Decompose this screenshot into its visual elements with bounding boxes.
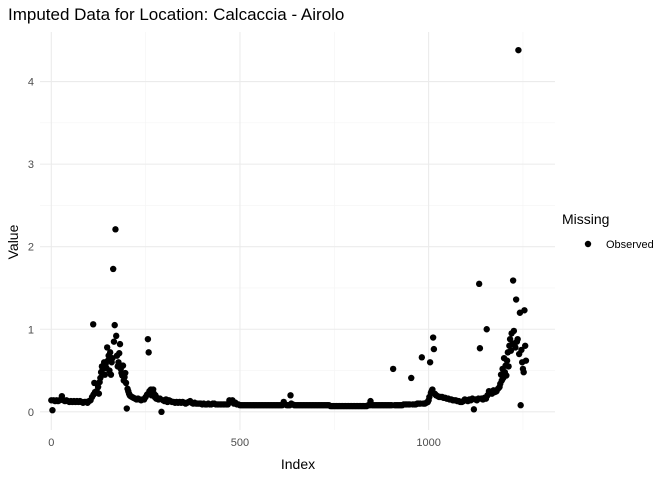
data-point bbox=[506, 335, 514, 343]
data-point bbox=[95, 390, 103, 397]
data-point bbox=[475, 280, 483, 288]
data-point bbox=[522, 357, 530, 364]
x-axis-title: Index bbox=[281, 456, 315, 472]
y-tick-label: 0 bbox=[28, 407, 34, 419]
legend-key-observed bbox=[584, 240, 592, 248]
data-point bbox=[287, 392, 294, 399]
data-point bbox=[90, 321, 97, 328]
data-point bbox=[122, 369, 129, 377]
data-point bbox=[514, 335, 521, 343]
plot-grid bbox=[40, 32, 555, 430]
x-tick-label: 500 bbox=[231, 437, 249, 449]
data-point bbox=[505, 363, 512, 370]
y-tick-label: 3 bbox=[28, 159, 34, 171]
data-point bbox=[476, 345, 484, 352]
data-point bbox=[510, 327, 518, 335]
data-point bbox=[470, 406, 478, 413]
data-point bbox=[94, 383, 102, 391]
legend-label-observed: Observed bbox=[606, 239, 654, 251]
data-point bbox=[418, 354, 426, 361]
data-point bbox=[521, 342, 529, 349]
legend: Missing Observed bbox=[562, 211, 654, 251]
data-point bbox=[123, 405, 130, 412]
data-point bbox=[113, 332, 120, 340]
data-point bbox=[101, 371, 109, 378]
data-point bbox=[107, 371, 115, 378]
data-point bbox=[112, 226, 119, 233]
data-point bbox=[483, 326, 490, 333]
data-point bbox=[389, 365, 397, 373]
y-tick-label: 2 bbox=[28, 242, 34, 254]
y-axis-ticks: 0 1 2 3 4 bbox=[28, 77, 34, 419]
data-point bbox=[49, 406, 56, 414]
data-point bbox=[106, 349, 114, 356]
data-point bbox=[116, 350, 123, 357]
chart-title: Imputed Data for Location: Calcaccia - A… bbox=[8, 5, 344, 24]
data-point bbox=[119, 362, 127, 369]
data-point bbox=[408, 374, 415, 382]
data-point bbox=[507, 347, 515, 354]
data-point bbox=[430, 345, 438, 353]
y-tick-label: 4 bbox=[28, 77, 34, 89]
y-axis-title: Value bbox=[5, 224, 21, 259]
data-point bbox=[503, 357, 511, 364]
data-point bbox=[515, 46, 522, 54]
data-point bbox=[512, 344, 519, 351]
data-point bbox=[122, 379, 130, 387]
data-point bbox=[512, 296, 520, 303]
data-point bbox=[517, 402, 524, 409]
x-tick-label: 0 bbox=[48, 437, 54, 449]
data-point bbox=[518, 346, 525, 354]
data-points bbox=[48, 46, 530, 416]
legend-title: Missing bbox=[562, 211, 609, 227]
data-point bbox=[429, 334, 437, 341]
data-point bbox=[111, 321, 118, 329]
x-axis-ticks: 0 500 1000 bbox=[48, 437, 441, 449]
data-point bbox=[520, 369, 527, 376]
data-point bbox=[158, 408, 165, 416]
data-point bbox=[97, 374, 104, 382]
data-point bbox=[91, 379, 98, 387]
x-tick-label: 1000 bbox=[416, 437, 440, 449]
data-point bbox=[426, 359, 434, 366]
data-point bbox=[109, 265, 117, 273]
data-point bbox=[521, 307, 528, 314]
data-point bbox=[144, 335, 152, 343]
data-point bbox=[103, 344, 111, 351]
data-point bbox=[509, 277, 517, 284]
data-point bbox=[116, 340, 124, 348]
y-tick-label: 1 bbox=[28, 324, 34, 336]
data-point bbox=[145, 349, 152, 356]
data-point bbox=[503, 372, 510, 379]
data-point bbox=[110, 338, 118, 345]
data-point bbox=[115, 359, 122, 366]
